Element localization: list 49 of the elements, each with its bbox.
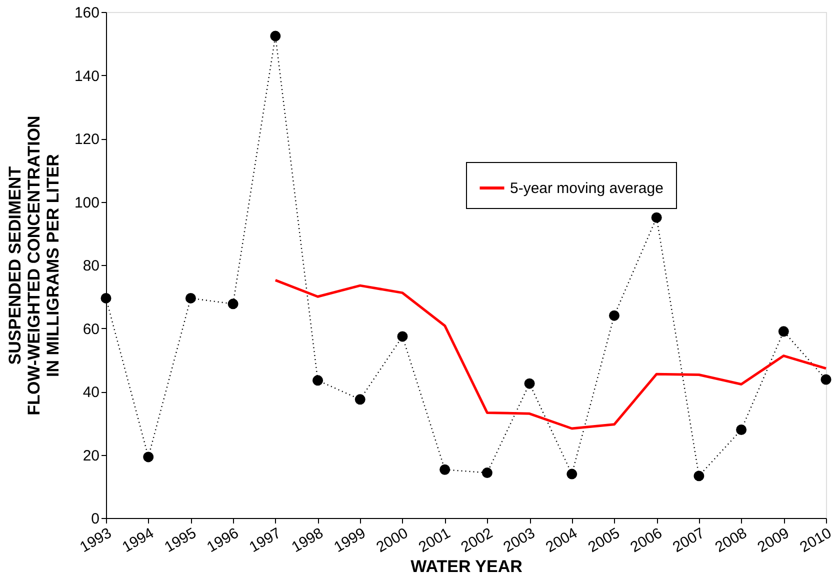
- x-tick-label: 2009: [754, 524, 792, 556]
- y-tick-label: 20: [82, 447, 100, 464]
- x-tick-label: 1993: [77, 524, 114, 556]
- point: [312, 375, 324, 386]
- x-axis-title: WATER YEAR: [410, 557, 522, 576]
- point: [270, 30, 281, 42]
- x-tick-label: 1995: [162, 524, 200, 556]
- point: [608, 310, 620, 321]
- point: [524, 378, 535, 389]
- point: [694, 470, 704, 482]
- x-tick-label: 1997: [246, 524, 284, 556]
- x-tick-label: 1999: [331, 524, 369, 556]
- y-tick-label: 0: [91, 510, 100, 528]
- point: [820, 374, 832, 385]
- legend-label: 5-year moving average: [510, 180, 664, 197]
- x-tick-label: 2004: [542, 524, 580, 556]
- y-tick-label: 140: [74, 68, 100, 85]
- point: [100, 292, 112, 304]
- y-tick-label: 40: [82, 384, 100, 401]
- point: [736, 424, 747, 435]
- point: [354, 394, 366, 405]
- point: [143, 452, 154, 462]
- y-tick-label: 80: [82, 258, 100, 274]
- x-tick-label: 1996: [204, 524, 242, 556]
- x-tick-label: 2007: [670, 524, 708, 556]
- point: [651, 212, 662, 223]
- y-axis-title: SUSPENDED SEDIMENT FLOW-WEIGHTED CONCENTRATION IN MILLIGRAMS PER LITER: [5, 116, 62, 416]
- x-tick-label: 2008: [712, 524, 750, 556]
- point: [397, 331, 408, 342]
- x-tick-label: 1998: [288, 524, 326, 556]
- x-tick-label: 1994: [119, 524, 157, 556]
- x-tick-label: 2005: [585, 524, 623, 556]
- point: [228, 298, 238, 310]
- point: [482, 468, 492, 478]
- line-series: [274, 278, 828, 430]
- x-tick-label: 2000: [374, 524, 411, 556]
- point: [778, 326, 789, 337]
- x-tick-label: 2001: [416, 524, 454, 556]
- point: [440, 464, 450, 475]
- y-tick-label: 100: [74, 194, 100, 212]
- y-tick-label: 160: [74, 4, 100, 22]
- x-tick-label: 2003: [500, 524, 538, 556]
- y-tick-label: 60: [82, 320, 100, 338]
- x-tick-label: 2006: [628, 524, 666, 556]
- x-tick-label: 2002: [458, 524, 496, 556]
- x-tick-label: 2010: [797, 524, 834, 556]
- y-tick-label: 120: [74, 131, 100, 148]
- point: [185, 292, 196, 304]
- point: [566, 468, 578, 480]
